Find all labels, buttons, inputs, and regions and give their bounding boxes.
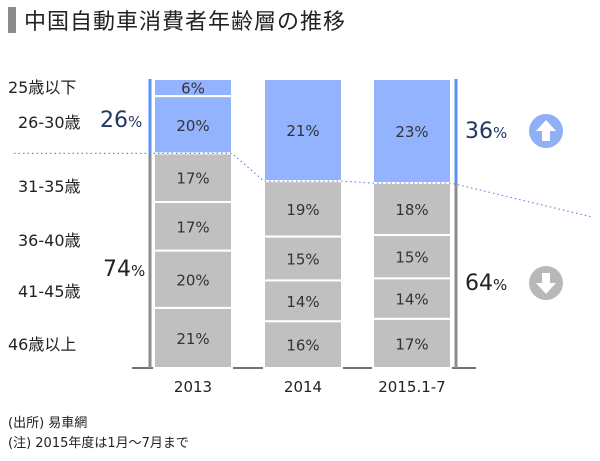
bar-segment <box>153 95 233 155</box>
segment-label: 16% <box>286 337 319 355</box>
bar-segment <box>263 320 343 370</box>
total-young-2013: 26% <box>100 108 142 133</box>
trend-dotted-line <box>14 152 593 218</box>
segment-label: 23% <box>395 123 428 141</box>
title-accent-bar <box>8 7 16 33</box>
bar-segment <box>372 234 452 280</box>
segment-label: 20% <box>176 117 209 135</box>
bar-segment <box>372 317 452 369</box>
bar-segment <box>372 78 452 185</box>
segment-label: 6% <box>181 80 205 98</box>
period-note: (注) 2015年度は1月〜7月まで <box>8 436 189 451</box>
total-old-2013: 74% <box>103 257 145 282</box>
segment-label: 15% <box>286 251 319 269</box>
bar-segment <box>153 306 233 369</box>
bar-segment <box>263 235 343 282</box>
chart-title: 中国自動車消費者年齢層の推移 <box>24 10 347 35</box>
bar-segment <box>263 279 343 323</box>
segment-label: 19% <box>286 201 319 219</box>
up-arrow-icon <box>529 114 563 148</box>
total-old-2015: 64% <box>465 271 507 296</box>
bar-segment <box>153 152 233 204</box>
age-group-label: 26-30歳 <box>18 113 81 132</box>
bar-segment <box>263 180 343 238</box>
segment-label: 21% <box>286 122 319 140</box>
bar-segment <box>263 78 343 183</box>
x-tick-label: 2015.1-7 <box>378 378 445 396</box>
x-tick-label: 2014 <box>284 378 322 396</box>
segment-label: 14% <box>286 293 319 311</box>
age-group-label: 41-45歳 <box>18 282 81 301</box>
segment-label: 21% <box>176 330 209 348</box>
total-young-2015: 36% <box>465 119 507 144</box>
age-group-label: 31-35歳 <box>18 177 81 196</box>
segment-label: 18% <box>395 201 428 219</box>
age-group-label: 25歳以下 <box>8 78 76 97</box>
segment-label: 14% <box>395 291 428 309</box>
segment-label: 17% <box>176 170 209 188</box>
down-arrow-icon <box>529 266 563 300</box>
x-tick-label: 2013 <box>174 378 212 396</box>
bar-segment <box>372 182 452 237</box>
age-group-label: 36-40歳 <box>18 231 81 250</box>
segment-label: 20% <box>176 271 209 289</box>
age-group-label: 46歳以上 <box>8 335 76 354</box>
source-note: (出所) 易車網 <box>8 416 88 431</box>
bar-segment <box>372 277 452 320</box>
segment-label: 15% <box>395 249 428 267</box>
segment-label: 17% <box>395 335 428 353</box>
segment-label: 17% <box>176 218 209 236</box>
